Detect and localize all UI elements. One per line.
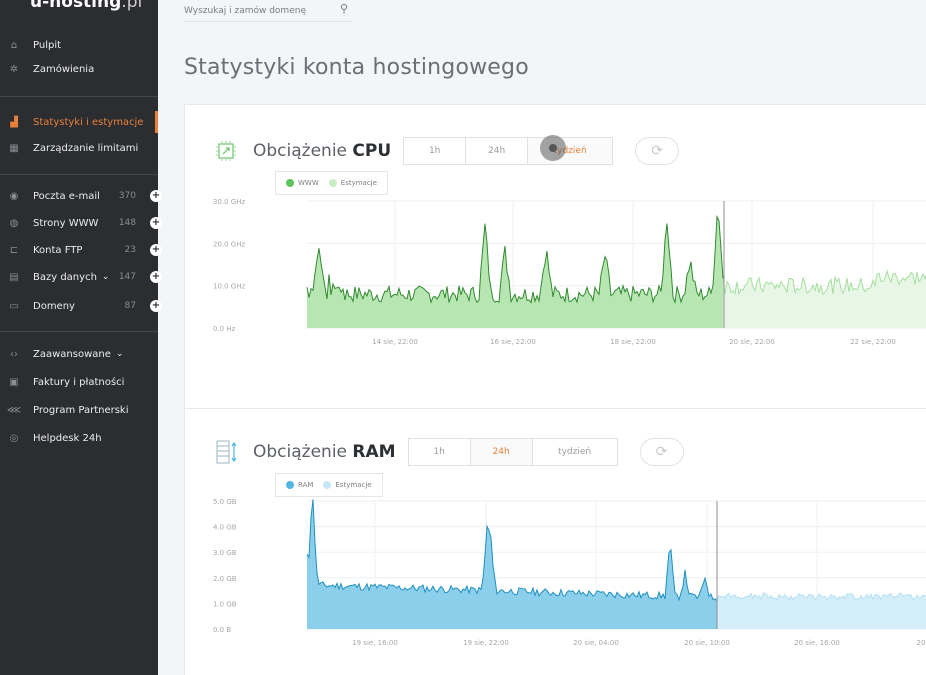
- add-mail-button[interactable]: +: [150, 190, 162, 202]
- partner-icon: ⋘: [6, 404, 22, 416]
- cpu-card-title: Obciążenie CPU: [253, 141, 392, 161]
- sidebar-item-helpdesk[interactable]: ◎ Helpdesk 24h: [0, 427, 158, 449]
- legend-item-www[interactable]: WWW: [286, 179, 319, 187]
- ram-refresh-button[interactable]: ⟳: [639, 438, 684, 466]
- cpu-range-24h[interactable]: 24h: [466, 138, 529, 164]
- cpu-chart: 30.0 GHz 20.0 GHz 10.0 GHz 0.0 Hz 14 sie, 22…: [213, 198, 926, 346]
- y-tick-label: 0.0 Hz: [213, 325, 236, 333]
- invoice-icon: ▣: [9, 376, 19, 388]
- ram-card: Obciążenie RAM 1h 24h tydzień ⟳ RAM Esty…: [184, 408, 926, 675]
- ram-range-1h[interactable]: 1h: [409, 439, 471, 465]
- sidebar-item-partner[interactable]: ⋘ Program Partnerski: [6, 404, 129, 416]
- x-tick-label: 19 sie, 22:00: [463, 639, 509, 647]
- add-site-button[interactable]: +: [150, 217, 162, 229]
- sidebar-divider: [0, 331, 158, 332]
- logo[interactable]: u-hosting.pl: [30, 0, 143, 12]
- active-indicator: [155, 111, 158, 133]
- y-tick-label: 4.0 GB: [213, 524, 237, 532]
- cpu-card-header: Obciążenie CPU 1h 24h tydzień ⟳: [213, 137, 680, 165]
- y-tick-label: 20.0 GHz: [213, 240, 245, 248]
- add-domain-button[interactable]: +: [150, 300, 162, 312]
- sidebar-item-statystyki[interactable]: ▟ Statystyki i estymacje: [0, 111, 158, 133]
- sidebar-item-zaawansowane[interactable]: ‹› Zaawansowane ⌄: [0, 343, 158, 365]
- sidebar-item-poczta[interactable]: ◉ Poczta e-mail 370 +: [0, 185, 162, 207]
- ram-range-selector: 1h 24h tydzień: [407, 438, 618, 466]
- limits-icon: ▦: [9, 142, 19, 154]
- sidebar: u-hosting.pl ⌂ Pulpit ✲ Zamówienia ▟ Sta…: [0, 0, 162, 675]
- chevron-down-icon: ⌄: [101, 272, 110, 282]
- sidebar-item-strony[interactable]: ◍ Strony WWW 148 +: [0, 212, 162, 234]
- main-series-area: [307, 216, 723, 328]
- cpu-range-selector: 1h 24h tydzień: [403, 137, 614, 165]
- page-title: Statystyki konta hostingowego: [184, 55, 529, 80]
- main-series-line: [306, 214, 724, 305]
- search-icon[interactable]: ⚲: [339, 2, 348, 15]
- x-tick-label: 20 sie, 22:00: [729, 338, 775, 346]
- estimation-series-line: [722, 269, 926, 296]
- ram-card-header: Obciążenie RAM 1h 24h tydzień ⟳: [213, 438, 684, 466]
- sidebar-item-zamowienia[interactable]: ✲ Zamówienia: [0, 58, 158, 80]
- cpu-icon: [216, 141, 236, 161]
- x-tick-label: 20 sie: [916, 639, 926, 647]
- cpu-legend: WWW Estymacje: [275, 171, 388, 195]
- sidebar-item-pulpit[interactable]: ⌂ Pulpit: [0, 34, 158, 56]
- y-tick-label: 1.0 GB: [213, 600, 237, 608]
- estimation-series-line: [716, 592, 926, 601]
- y-tick-label: 2.0 GB: [213, 575, 237, 583]
- ram-range-24h[interactable]: 24h: [470, 439, 533, 465]
- x-tick-label: 22 sie, 22:00: [850, 338, 896, 346]
- ram-range-week[interactable]: tydzień: [558, 447, 592, 457]
- y-tick-label: 0.0 B: [213, 626, 231, 634]
- legend-item-estymacje[interactable]: Estymacje: [323, 481, 372, 489]
- y-tick-label: 10.0 GHz: [213, 283, 245, 291]
- x-tick-label: 19 sie, 16:00: [352, 639, 398, 647]
- ram-chart: 5.0 GB 4.0 GB 3.0 GB 2.0 GB 1.0 GB 0.0 B 19 si…: [213, 498, 926, 647]
- y-tick-label: 5.0 GB: [213, 498, 237, 506]
- stats-icon: ▟: [10, 116, 18, 128]
- legend-item-estymacje[interactable]: Estymacje: [328, 179, 377, 187]
- cursor-indicator: [540, 135, 566, 161]
- y-tick-label: 3.0 GB: [213, 549, 237, 557]
- ram-legend: RAM Estymacje: [275, 473, 383, 497]
- sidebar-divider: [0, 174, 158, 175]
- x-tick-label: 16 sie, 22:00: [490, 338, 536, 346]
- sidebar-item-faktury[interactable]: ▣ Faktury i płatności: [0, 371, 158, 393]
- sidebar-divider: [0, 96, 158, 97]
- home-icon: ⌂: [10, 39, 18, 51]
- x-tick-label: 20 sie, 10:00: [684, 639, 730, 647]
- code-icon: ‹›: [10, 348, 18, 360]
- ram-card-title: Obciążenie RAM: [253, 442, 396, 462]
- mail-icon: ◉: [9, 190, 19, 202]
- ftp-icon: ⊏: [9, 244, 19, 256]
- estimation-series-area: [723, 271, 926, 328]
- database-icon: ▤: [9, 271, 19, 283]
- main-series-line: [306, 499, 718, 602]
- sidebar-item-bazy[interactable]: ▤ Bazy danych ⌄ 147 +: [0, 266, 162, 288]
- x-tick-label: 20 sie, 16:00: [794, 639, 840, 647]
- search-input[interactable]: Wyszukaj i zamów domenę ⚲: [184, 0, 352, 22]
- x-tick-label: 20 sie, 04:00: [573, 639, 619, 647]
- domain-icon: ▭: [9, 300, 19, 312]
- add-database-button[interactable]: +: [150, 271, 162, 283]
- ram-icon: [216, 440, 237, 464]
- sidebar-item-limity[interactable]: ▦ Zarządzanie limitami: [0, 137, 158, 159]
- help-icon: ◎: [9, 432, 19, 444]
- globe-icon: ◍: [9, 217, 19, 229]
- x-tick-label: 14 sie, 22:00: [372, 338, 418, 346]
- cpu-refresh-button[interactable]: ⟳: [635, 137, 680, 165]
- sidebar-item-ftp[interactable]: ⊏ Konta FTP 23 +: [0, 239, 162, 261]
- refresh-icon: ⟳: [651, 143, 664, 159]
- sidebar-item-domeny[interactable]: ▭ Domeny 87 +: [0, 295, 162, 317]
- cpu-range-1h[interactable]: 1h: [404, 138, 467, 164]
- chevron-down-icon: ⌄: [115, 349, 124, 359]
- main-series-area: [307, 499, 717, 629]
- cart-icon: ✲: [9, 63, 19, 75]
- legend-item-ram[interactable]: RAM: [286, 481, 313, 489]
- y-tick-label: 30.0 GHz: [213, 198, 245, 206]
- estimation-series-area: [717, 593, 926, 629]
- add-ftp-button[interactable]: +: [150, 244, 162, 256]
- x-tick-label: 18 sie, 22:00: [610, 338, 656, 346]
- refresh-icon: ⟳: [655, 444, 668, 460]
